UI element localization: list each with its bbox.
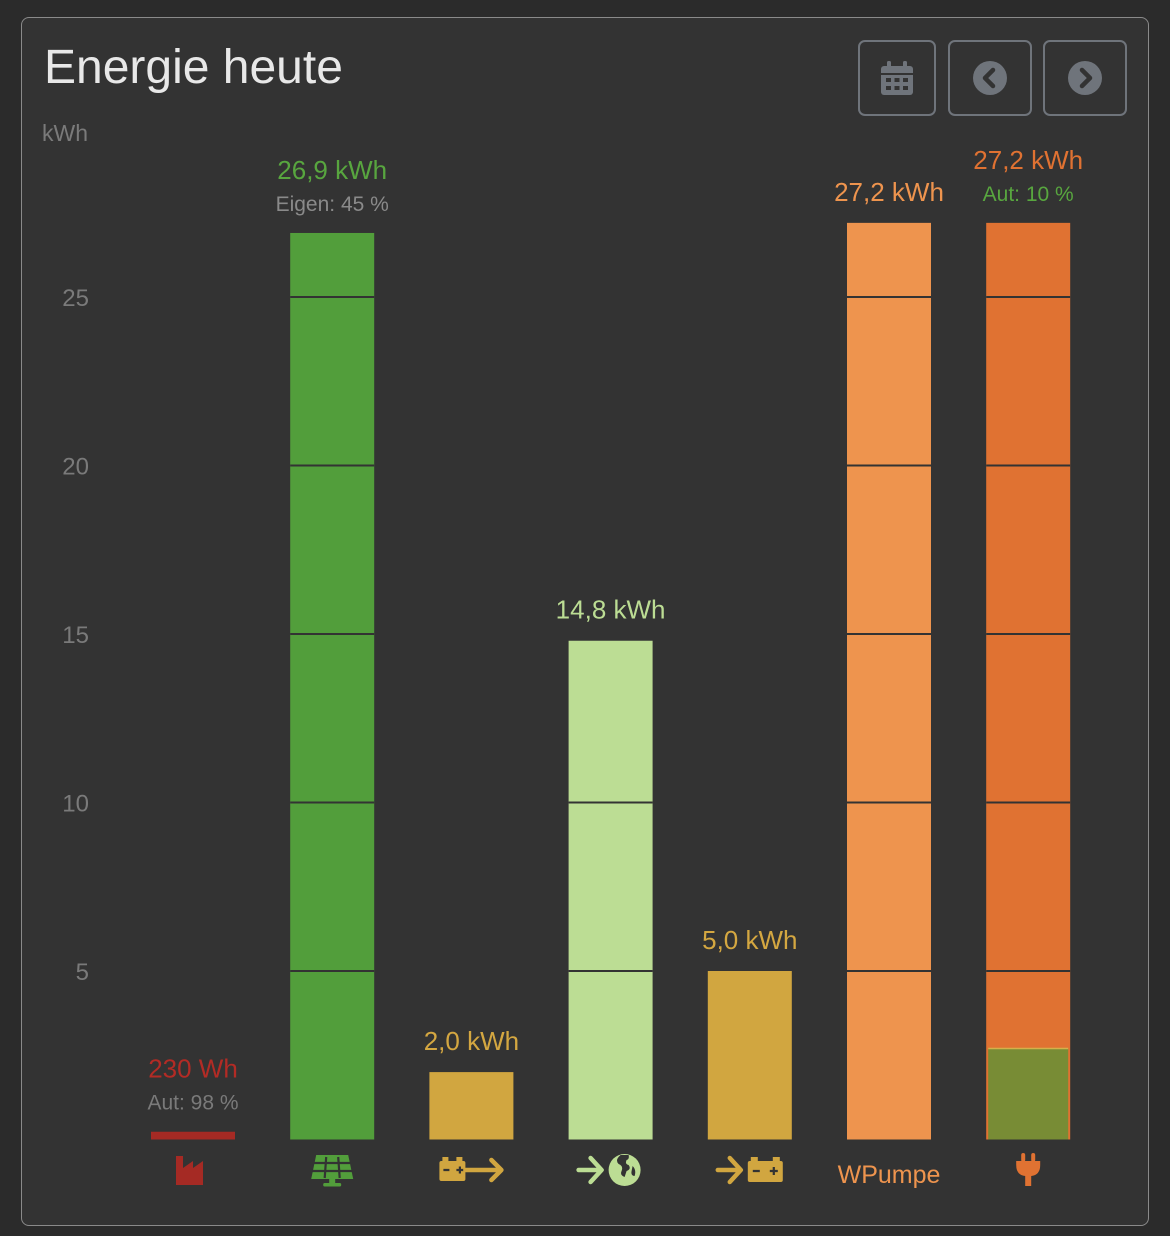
chevron-right-circle-icon [1068,61,1102,95]
sub-label: Eigen: 45 % [276,193,389,216]
value-label: 27,2 kWh [834,177,944,207]
sub-label: Aut: 98 % [147,1092,238,1115]
battery-in-icon [715,1155,783,1185]
bar-autarky-part [988,1048,1069,1140]
bar-battery-charge [707,971,792,1140]
bar-group-grid-export: 14,8 kWh [556,595,666,1186]
bar-group-heat-pump: 27,2 kWh WPumpe [834,177,944,1189]
bar-group-battery-discharge: 2,0 kWh [424,1026,519,1183]
calendar-button[interactable] [858,40,936,116]
chevron-left-circle-icon [973,61,1007,95]
solar-panel-icon [311,1155,354,1187]
y-tick-label: 10 [62,791,89,818]
bar-solar [290,232,375,1140]
value-label: 14,8 kWh [556,595,666,625]
factory-icon [176,1156,203,1185]
value-label: 5,0 kWh [702,925,797,955]
previous-day-button[interactable] [948,40,1032,116]
bar-consumption [986,222,1071,1140]
y-tick-label: 5 [76,959,89,986]
battery-out-icon [439,1157,504,1183]
next-day-button[interactable] [1043,40,1127,116]
value-label: 27,2 kWh [973,145,1083,175]
bar-heat-pump [847,222,931,1140]
y-tick-label: 20 [62,454,89,481]
category-label: WPumpe [838,1161,941,1189]
y-tick-label: 25 [62,285,89,312]
calendar-icon [881,61,913,95]
bar-grid-consumption [151,1131,235,1140]
y-tick-label: 15 [62,622,89,649]
y-axis-label: kWh [42,120,88,146]
value-label: 2,0 kWh [424,1026,519,1056]
value-label: 230 Wh [148,1054,238,1084]
page-title: Energie heute [44,41,343,94]
bar-group-consumption: 27,2 kWh Aut: 10 % [973,145,1083,1186]
bar-grid-export [568,640,653,1140]
bar-group-solar: 26,9 kWh Eigen: 45 % [276,155,389,1187]
export-globe-icon [576,1154,641,1186]
bar-group-grid-consumption: 230 Wh Aut: 98 % [147,1054,239,1185]
value-label: 26,9 kWh [277,155,387,185]
plug-icon [1016,1153,1041,1186]
bar-group-battery-charge: 5,0 kWh [702,925,797,1185]
sub-label: Aut: 10 % [983,183,1074,206]
bar-battery-discharge [429,1072,514,1140]
